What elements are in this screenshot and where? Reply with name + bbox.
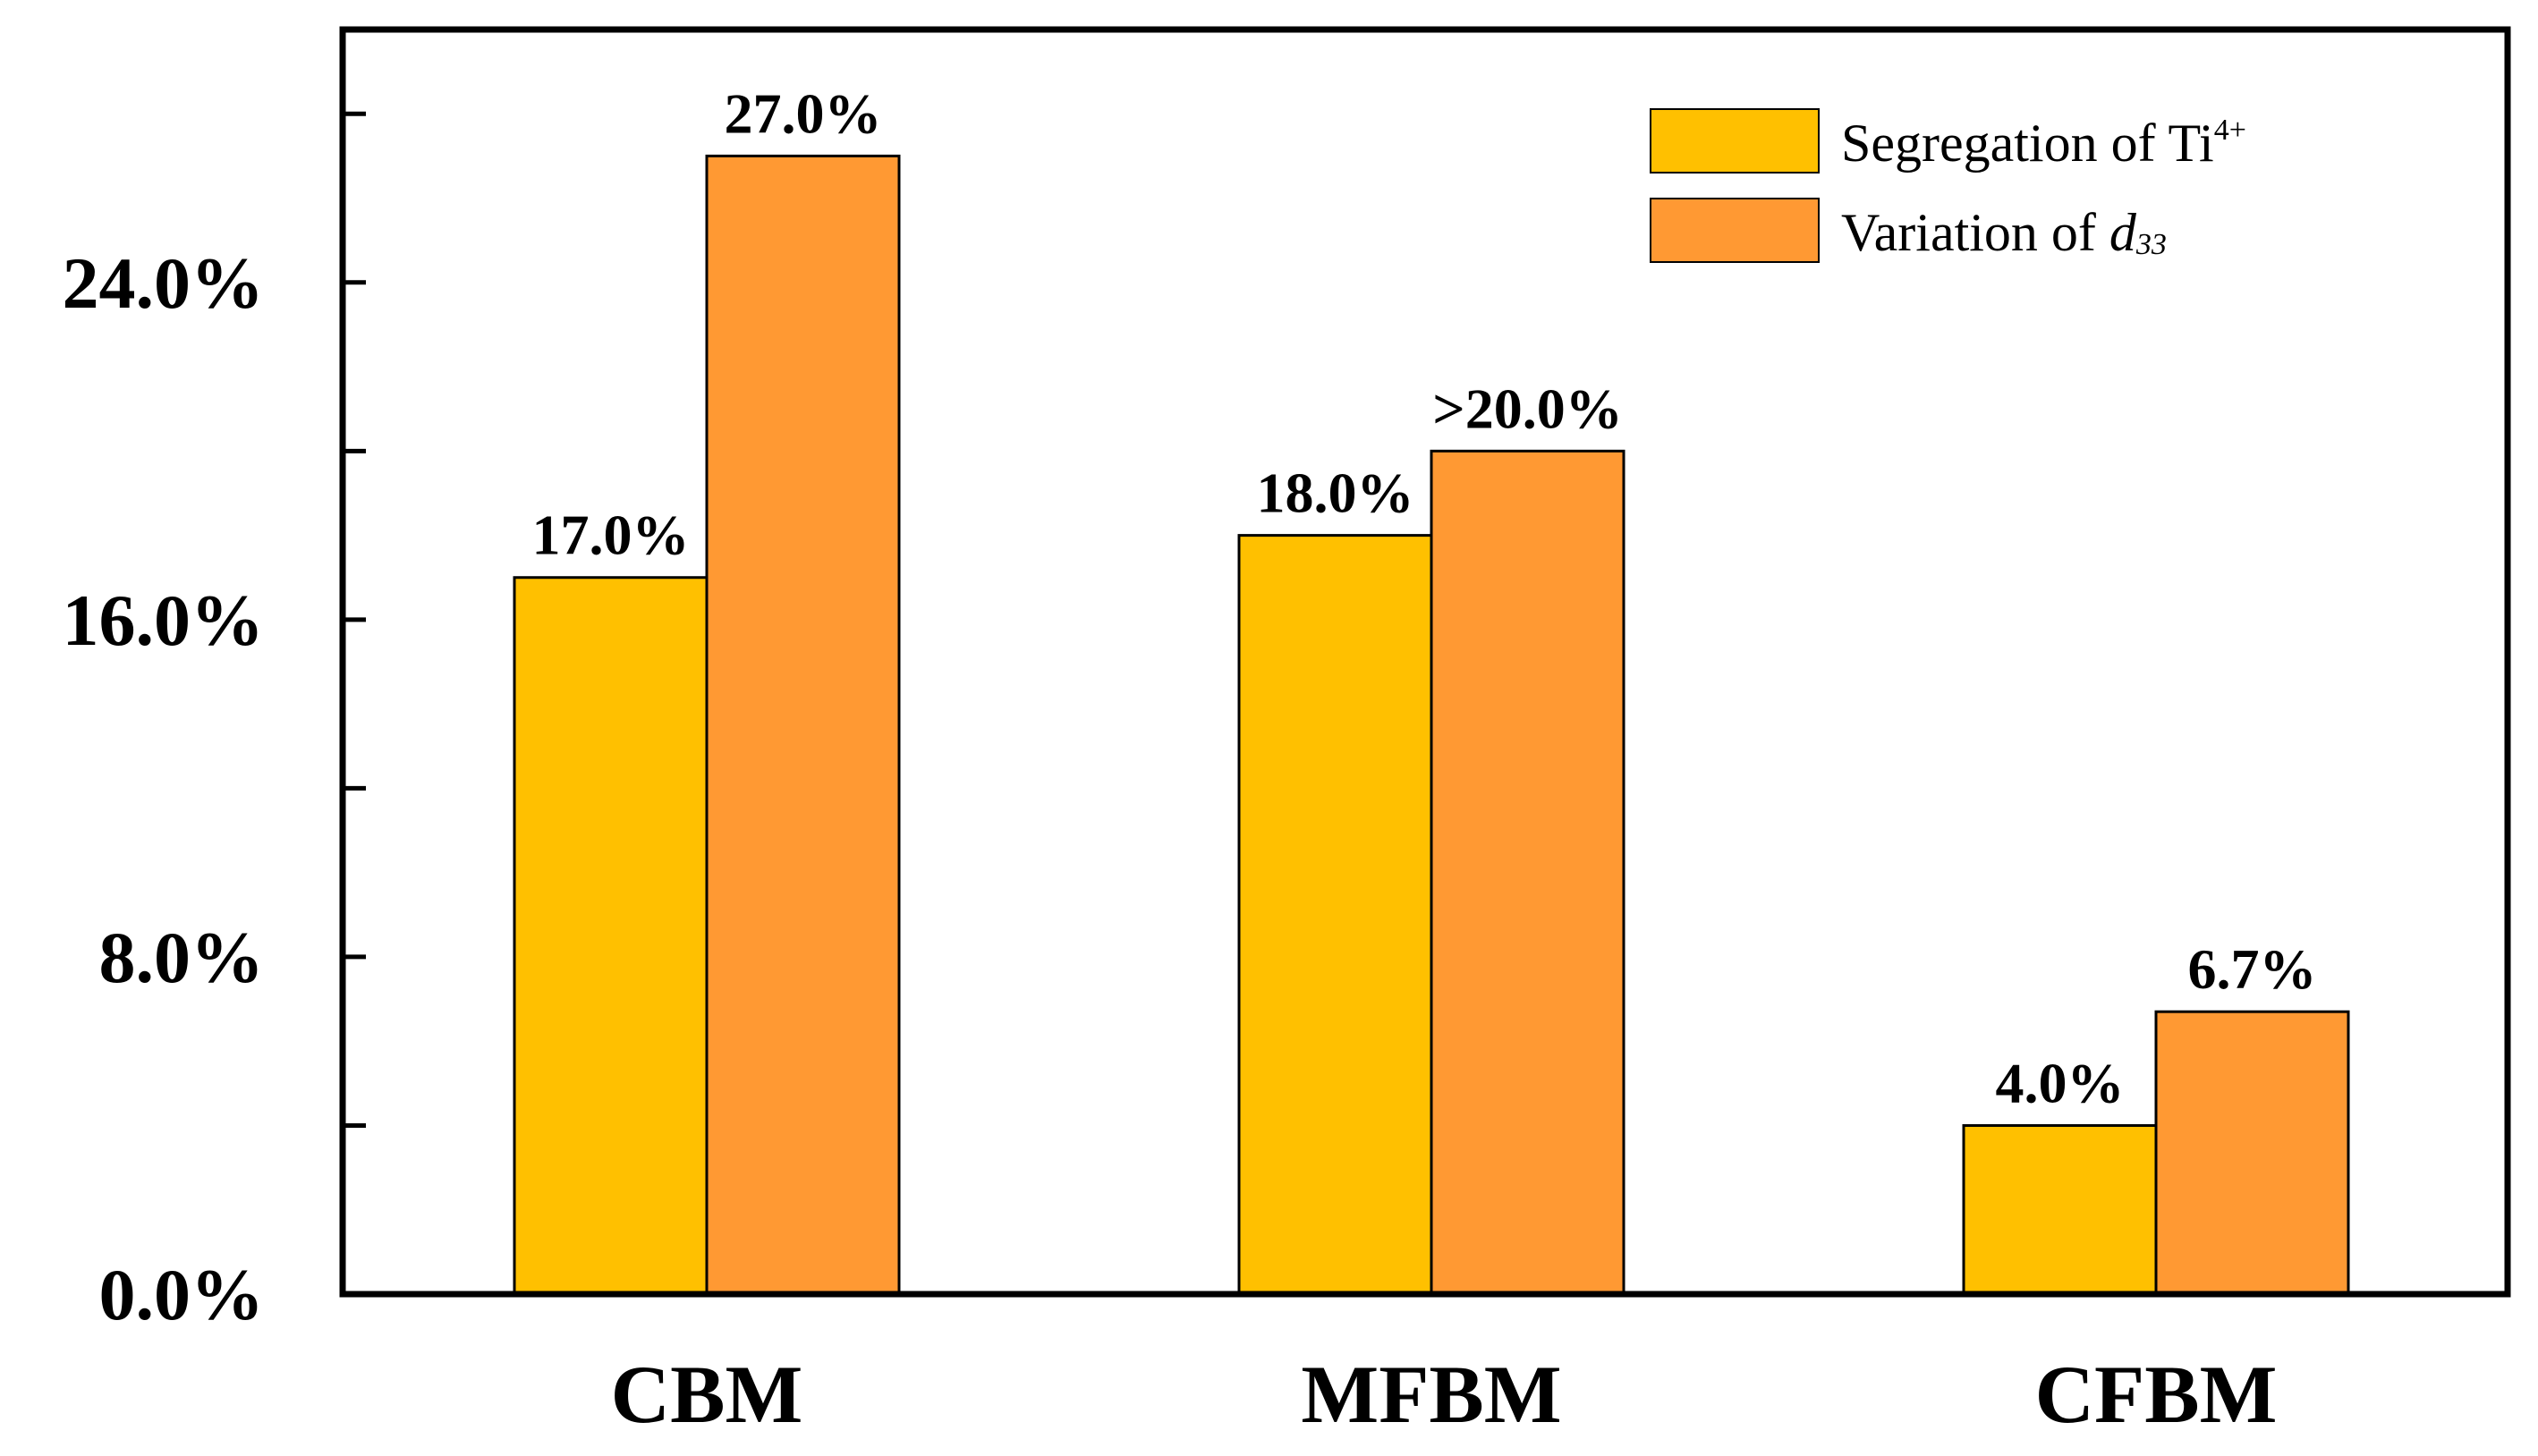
y-tick-label: 24.0% bbox=[63, 242, 265, 324]
bar-cbm-series-1 bbox=[705, 154, 901, 1296]
data-label: 17.0% bbox=[532, 504, 690, 567]
legend-label-segregation: Segregation of Ti4+ bbox=[1841, 114, 2246, 173]
legend-variation-subscript: 33 bbox=[2135, 228, 2167, 261]
legend: Segregation of Ti4+ Variation of d33 bbox=[1650, 108, 2246, 263]
legend-variation-text: Variation of bbox=[1841, 203, 2109, 262]
legend-swatch-variation bbox=[1650, 198, 1820, 263]
data-label: 18.0% bbox=[1257, 461, 1414, 525]
legend-segregation-text: Segregation of Ti bbox=[1841, 114, 2214, 173]
y-tick-label: 0.0% bbox=[99, 1254, 265, 1335]
x-category-label: CFBM bbox=[2035, 1349, 2278, 1440]
y-tick-label: 8.0% bbox=[99, 917, 265, 998]
data-label: 4.0% bbox=[1996, 1051, 2125, 1114]
x-axis: CBM MFBM CFBM bbox=[611, 1349, 2278, 1440]
legend-swatch-segregation bbox=[1650, 108, 1820, 174]
plot-frame bbox=[339, 26, 2511, 1298]
data-label: 27.0% bbox=[725, 81, 882, 145]
legend-segregation-superscript: 4+ bbox=[2214, 114, 2246, 147]
bar-mfbm-series-1 bbox=[1430, 449, 1626, 1296]
data-label: >20.0% bbox=[1432, 377, 1622, 440]
bar-cfbm-series-1 bbox=[2154, 1010, 2350, 1296]
data-labels: 17.0% 27.0% 18.0% >20.0% 4.0% 6.7% bbox=[532, 81, 2317, 1114]
data-label: 6.7% bbox=[2188, 937, 2317, 1001]
legend-label-variation: Variation of d33 bbox=[1841, 203, 2167, 262]
x-category-label: CBM bbox=[611, 1349, 803, 1440]
y-axis: 0.0% 8.0% 16.0% 24.0% bbox=[63, 111, 366, 1335]
bar-cfbm-series-0 bbox=[1962, 1123, 2158, 1296]
bars bbox=[513, 154, 2350, 1296]
x-category-label: MFBM bbox=[1301, 1349, 1561, 1440]
bar-mfbm-series-0 bbox=[1237, 534, 1433, 1296]
legend-variation-italic: d bbox=[2109, 203, 2137, 262]
bar-cbm-series-0 bbox=[513, 576, 709, 1296]
y-tick-label: 16.0% bbox=[63, 580, 265, 661]
